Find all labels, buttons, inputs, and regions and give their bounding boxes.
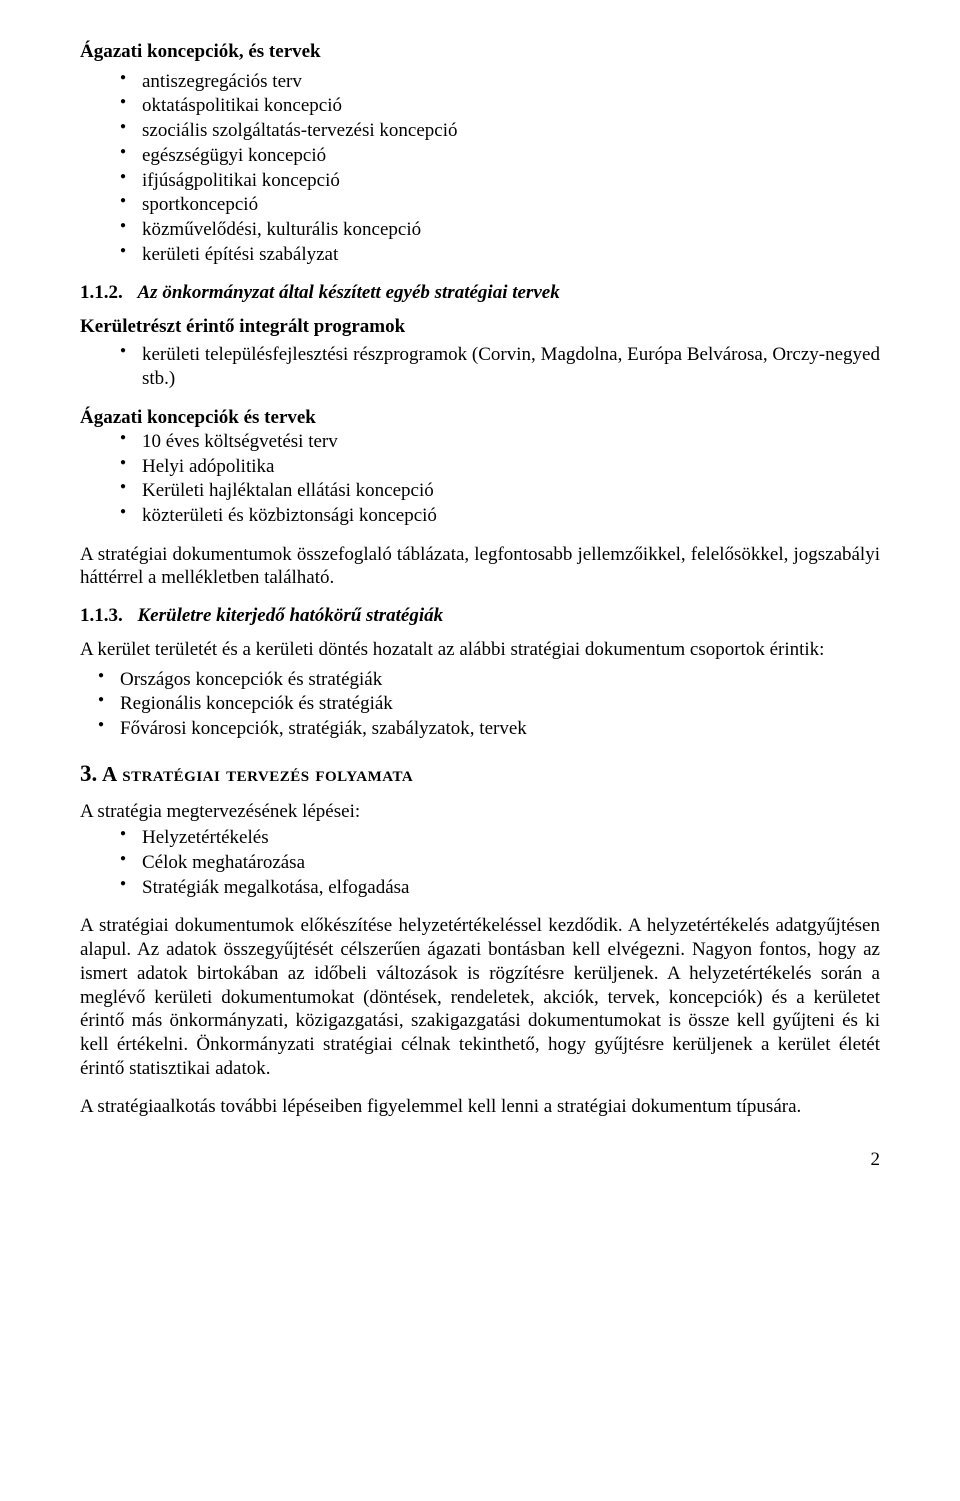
paragraph-steps-intro: A stratégia megtervezésének lépései: (80, 800, 880, 824)
list-item: 10 éves költségvetési terv (80, 430, 880, 455)
list-item: Fővárosi koncepciók, stratégiák, szabály… (80, 717, 880, 742)
list-item: Stratégiák megalkotása, elfogadása (80, 876, 880, 901)
list-item: kerületi településfejlesztési részprogra… (80, 343, 880, 392)
list-item: ifjúságpolitikai koncepció (80, 169, 880, 194)
subheading-keruletreszt: Kerületrészt érintő integrált programok (80, 315, 880, 339)
list-item: kerületi építési szabályzat (80, 243, 880, 268)
list-item: antiszegregációs terv (80, 70, 880, 95)
list-tervek: 10 éves költségvetési terv Helyi adópoli… (80, 430, 880, 529)
list-item: Célok meghatározása (80, 851, 880, 876)
heading-agazati: Ágazati koncepciók, és tervek (80, 40, 880, 64)
paragraph-helyzetertekeles: A stratégiai dokumentumok előkészítése h… (80, 914, 880, 1080)
list-item: egészségügyi koncepció (80, 144, 880, 169)
list-item: Helyi adópolitika (80, 455, 880, 480)
list-item: Kerületi hajléktalan ellátási koncepció (80, 479, 880, 504)
list-item: sportkoncepció (80, 193, 880, 218)
list-strategiak: Országos koncepciók és stratégiák Region… (80, 668, 880, 742)
section-number: 1.1.3. (80, 605, 123, 626)
page-number: 2 (80, 1148, 880, 1172)
list-agazati: antiszegregációs terv oktatáspolitikai k… (80, 70, 880, 268)
list-programok: kerületi településfejlesztési részprogra… (80, 343, 880, 392)
section-title: Az önkormányzat által készített egyéb st… (138, 282, 560, 303)
section-title: Kerületre kiterjedő hatókörű stratégiák (138, 605, 444, 626)
list-item: szociális szolgáltatás-tervezési koncepc… (80, 119, 880, 144)
list-item: közterületi és közbiztonsági koncepció (80, 504, 880, 529)
paragraph-summary: A stratégiai dokumentumok összefoglaló t… (80, 543, 880, 591)
list-item: Helyzetértékelés (80, 826, 880, 851)
paragraph-intro-groups: A kerület területét és a kerületi döntés… (80, 638, 880, 662)
list-item: oktatáspolitikai koncepció (80, 94, 880, 119)
section-112-heading: 1.1.2. Az önkormányzat által készített e… (80, 281, 880, 305)
section-113-heading: 1.1.3. Kerületre kiterjedő hatókörű stra… (80, 604, 880, 628)
list-item: közművelődési, kulturális koncepció (80, 218, 880, 243)
subheading-agazati-tervek: Ágazati koncepciók és tervek (80, 406, 880, 430)
list-steps: Helyzetértékelés Célok meghatározása Str… (80, 826, 880, 900)
list-item: Országos koncepciók és stratégiák (80, 668, 880, 693)
section-number: 1.1.2. (80, 282, 123, 303)
paragraph-tovabbi: A stratégiaalkotás további lépéseiben fi… (80, 1095, 880, 1119)
section-number: 3. (80, 761, 97, 786)
section-3-heading: 3. A stratégiai tervezés folyamata (80, 760, 880, 789)
list-item: Regionális koncepciók és stratégiák (80, 692, 880, 717)
section-title: A stratégiai tervezés folyamata (102, 762, 413, 786)
